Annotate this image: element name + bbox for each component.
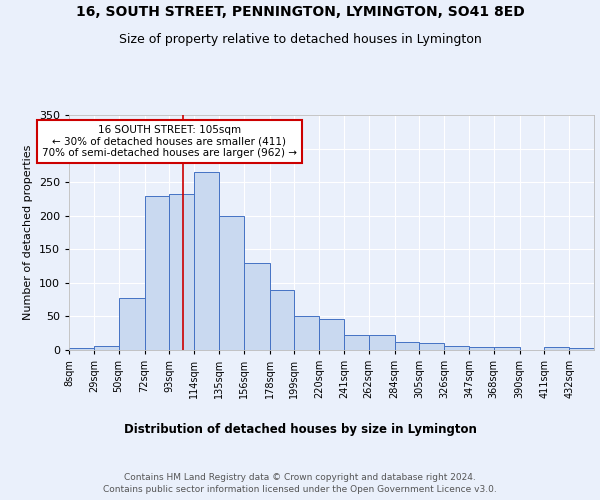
Text: 16 SOUTH STREET: 105sqm
← 30% of detached houses are smaller (411)
70% of semi-d: 16 SOUTH STREET: 105sqm ← 30% of detache…	[42, 125, 297, 158]
Bar	[494, 346, 520, 350]
Bar	[344, 334, 368, 350]
Bar	[69, 348, 94, 350]
Bar	[419, 344, 444, 350]
Bar	[295, 316, 319, 350]
Bar	[444, 346, 469, 350]
Bar	[269, 290, 295, 350]
Bar	[469, 346, 494, 350]
Bar	[169, 194, 194, 350]
Bar	[219, 216, 244, 350]
Y-axis label: Number of detached properties: Number of detached properties	[23, 145, 33, 320]
Bar	[145, 196, 169, 350]
Bar	[94, 346, 119, 350]
Text: Distribution of detached houses by size in Lymington: Distribution of detached houses by size …	[124, 422, 476, 436]
Bar	[319, 319, 344, 350]
Bar	[569, 348, 594, 350]
Bar	[119, 298, 145, 350]
Bar	[395, 342, 419, 350]
Bar	[368, 334, 395, 350]
Bar	[244, 262, 269, 350]
Text: Contains HM Land Registry data © Crown copyright and database right 2024.
Contai: Contains HM Land Registry data © Crown c…	[103, 472, 497, 494]
Text: 16, SOUTH STREET, PENNINGTON, LYMINGTON, SO41 8ED: 16, SOUTH STREET, PENNINGTON, LYMINGTON,…	[76, 5, 524, 19]
Text: Size of property relative to detached houses in Lymington: Size of property relative to detached ho…	[119, 32, 481, 46]
Bar	[544, 348, 569, 350]
Bar	[194, 172, 219, 350]
